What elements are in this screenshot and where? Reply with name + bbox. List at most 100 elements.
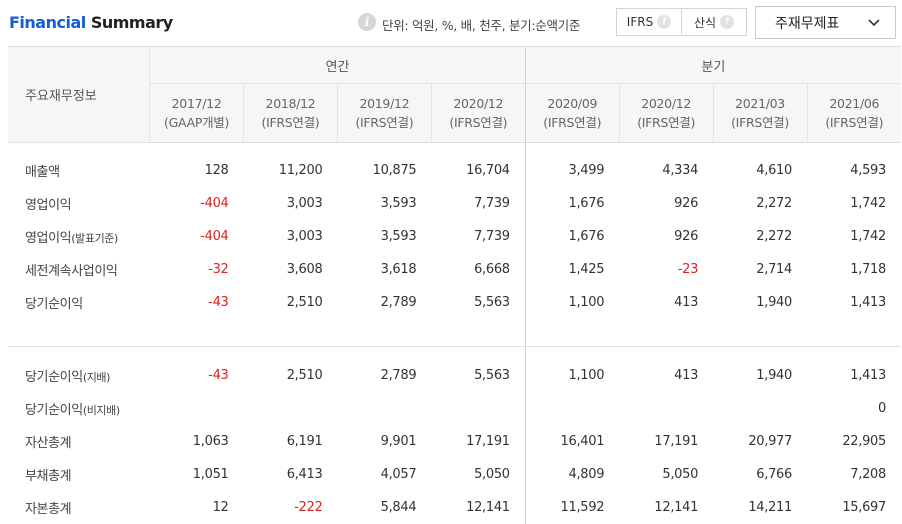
info-icon[interactable]: i: [358, 13, 376, 31]
row-label[interactable]: 영업이익(발표기준): [8, 220, 150, 253]
table-cell: 1,718: [850, 261, 886, 277]
table-cell: 1,413: [850, 294, 886, 310]
table-cell: 3,618: [380, 261, 417, 277]
table-cell: [244, 392, 338, 425]
column-header: 2021/06 (IFRS연결): [806, 83, 901, 143]
column-basis: (IFRS연결): [637, 115, 696, 130]
table-cell: 5,050: [474, 466, 510, 482]
row-label-text: 매출액: [25, 164, 60, 180]
column-period: 2018/12: [265, 96, 316, 111]
table-cell: 5,844: [380, 499, 417, 515]
table-cell: 413: [674, 294, 699, 310]
unit-text: 단위: 억원, %, 배, 천주, 분기:순액기준: [382, 18, 581, 33]
column-basis: (IFRS연결): [543, 115, 602, 130]
row-label[interactable]: 당기순이익: [8, 286, 150, 319]
row-label-text: 부채총계: [25, 468, 72, 484]
row-label[interactable]: 당기순이익(지배): [8, 359, 150, 392]
table-row: 부채총계 1,051 6,413 4,057 5,050 4,809 5,050 6,766 7…: [8, 457, 901, 491]
table-cell: 926: [674, 195, 699, 211]
column-header: 2017/12 (GAAP개별): [149, 83, 244, 143]
table-cell: [431, 392, 525, 425]
row-label[interactable]: 영업이익: [8, 187, 150, 220]
column-basis: (IFRS연결): [261, 115, 320, 130]
column-period: 2021/06: [829, 96, 880, 111]
table-cell: 1,742: [850, 195, 886, 211]
row-label[interactable]: 부채총계: [8, 458, 150, 491]
row-label[interactable]: 매출액: [8, 154, 150, 187]
table-cell: 5,050: [662, 466, 699, 482]
table-cell: 12: [212, 499, 229, 515]
table-row: 자본총계 12 -222 5,844 12,141 11,592 12,141 14,211 1…: [8, 490, 901, 524]
statement-type-select[interactable]: 주재무제표: [755, 6, 896, 39]
table-cell: 2,789: [380, 367, 417, 383]
table-cell: 2,272: [756, 195, 792, 211]
column-header: 2021/03 (IFRS연결): [712, 83, 807, 143]
table-cell: 6,413: [286, 466, 323, 482]
row-label[interactable]: 자본총계: [8, 491, 150, 524]
row-label[interactable]: 당기순이익(비지배): [8, 392, 150, 425]
table-cell: 1,413: [850, 367, 886, 383]
table-cell: 3,593: [380, 228, 417, 244]
row-label-sub: (발표기준): [71, 231, 118, 245]
ifrs-label: IFRS: [626, 15, 654, 29]
table-cell: [619, 392, 713, 425]
table-cell: 6,668: [474, 261, 510, 277]
table-cell: 3,003: [286, 228, 323, 244]
table-cell: 16,401: [524, 424, 620, 458]
column-basis: (IFRS연결): [355, 115, 414, 130]
table-cell: -222: [294, 499, 323, 515]
group-quarter: 분기: [524, 46, 901, 84]
table-cell: 1,051: [192, 466, 229, 482]
table-cell: 4,610: [756, 162, 792, 178]
table-cell: 4,593: [850, 162, 886, 178]
table-cell: 17,191: [654, 433, 699, 449]
table-row: 당기순이익(지배) -43 2,510 2,789 5,563 1,100 413 1,940…: [8, 358, 901, 392]
title-accent: Financial: [9, 13, 86, 32]
column-header: 2020/12 (IFRS연결): [430, 83, 526, 143]
table-cell: 1,100: [524, 358, 620, 392]
table-cell: 1,676: [524, 219, 620, 253]
column-period: 2020/12: [453, 96, 504, 111]
row-label-text: 자산총계: [25, 435, 72, 451]
column-basis: (IFRS연결): [731, 115, 789, 130]
column-basis: (IFRS연결): [825, 115, 884, 130]
ifrs-toggle[interactable]: IFRS ?: [617, 9, 681, 35]
table-cell: 17,191: [466, 433, 510, 449]
column-period: 2020/12: [641, 96, 692, 111]
help-icon[interactable]: ?: [720, 15, 735, 29]
table-cell: 9,901: [380, 433, 417, 449]
help-icon[interactable]: ?: [657, 15, 672, 29]
row-label-text: 당기순이익: [25, 369, 83, 385]
table-cell: 6,766: [756, 466, 792, 482]
column-period: 2020/09: [547, 96, 598, 111]
table-cell: 22,905: [842, 433, 886, 449]
table-cell: 3,499: [524, 153, 620, 187]
table-cell: 4,334: [662, 162, 699, 178]
row-label[interactable]: 세전계속사업이익: [8, 253, 150, 286]
table-cell: 2,272: [756, 228, 792, 244]
formula-label: 산식: [693, 15, 717, 30]
table-cell: -43: [208, 294, 229, 310]
row-label-text: 영업이익: [25, 230, 72, 246]
table-cell: 413: [674, 367, 699, 383]
column-header: 2020/12 (IFRS연결): [618, 83, 714, 143]
column-basis: (GAAP개별): [164, 115, 230, 130]
table-cell: 11,592: [524, 490, 620, 524]
table-cell: 1,742: [850, 228, 886, 244]
table-cell: 5,563: [474, 294, 510, 310]
table-cell: 1,063: [192, 433, 229, 449]
table-cell: 3,608: [286, 261, 323, 277]
row-header: 주요재무정보: [8, 46, 150, 143]
formula-toggle[interactable]: 산식 ?: [681, 9, 746, 35]
table-cell: 12,141: [654, 499, 699, 515]
row-label-text: 당기순이익: [25, 402, 83, 418]
column-header: 2018/12 (IFRS연결): [243, 83, 338, 143]
column-header: 2019/12 (IFRS연결): [336, 83, 432, 143]
table-cell: 1,940: [756, 294, 792, 310]
table-cell: [150, 392, 244, 425]
column-header: 2020/09 (IFRS연결): [524, 83, 620, 143]
row-label[interactable]: 자산총계: [8, 425, 150, 458]
table-cell: 4,809: [524, 457, 620, 491]
title-rest: Summary: [85, 13, 173, 32]
table-cell: 4,057: [380, 466, 417, 482]
